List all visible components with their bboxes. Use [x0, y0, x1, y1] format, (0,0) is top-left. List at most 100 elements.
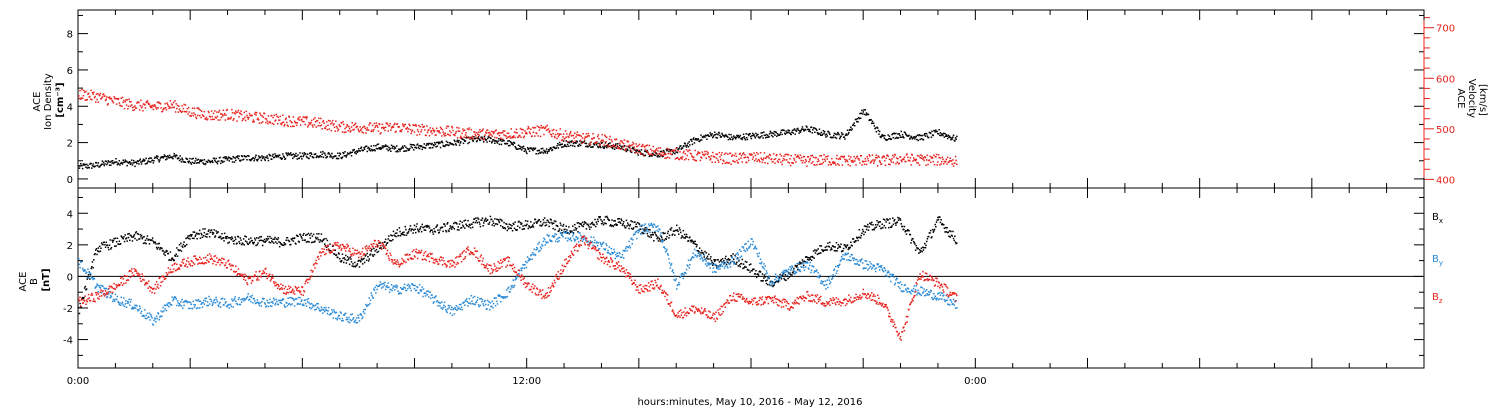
data-point: [139, 307, 141, 310]
data-point: [340, 261, 342, 263]
data-point: [214, 116, 217, 118]
data-point: [731, 155, 733, 157]
data-point: [187, 113, 189, 115]
data-point: [949, 157, 951, 159]
data-point: [132, 109, 134, 112]
data-point: [388, 291, 391, 293]
data-point: [943, 224, 945, 226]
data-point: [759, 161, 761, 163]
data-point: [517, 144, 520, 146]
data-point: [320, 151, 322, 153]
data-point: [466, 225, 469, 227]
data-point: [699, 258, 702, 260]
data-point: [451, 143, 454, 145]
data-point: [98, 250, 100, 253]
data-point: [128, 98, 130, 100]
data-point: [180, 242, 182, 245]
data-point: [739, 152, 741, 155]
data-point: [403, 150, 405, 152]
data-point: [558, 134, 560, 136]
data-point: [583, 140, 586, 142]
data-point: [140, 310, 143, 313]
data-point: [541, 223, 544, 225]
data-point: [127, 300, 129, 303]
data-point: [625, 148, 627, 150]
data-point: [781, 133, 783, 136]
data-point: [659, 150, 662, 153]
data-point: [303, 121, 305, 123]
data-point: [676, 229, 679, 231]
data-point: [762, 280, 764, 282]
data-point: [212, 112, 215, 115]
data-point: [606, 146, 608, 149]
data-point: [687, 158, 690, 161]
data-point: [702, 259, 705, 261]
data-point: [360, 147, 362, 149]
data-point: [195, 117, 198, 120]
data-point: [426, 224, 429, 227]
data-point: [298, 303, 300, 305]
data-point: [599, 145, 601, 147]
data-point: [634, 151, 637, 154]
data-point: [659, 240, 662, 242]
data-point: [123, 240, 126, 243]
data-point: [139, 233, 141, 236]
data-point: [694, 139, 696, 141]
data-point: [624, 250, 626, 252]
data-point: [167, 252, 170, 255]
data-point: [560, 224, 562, 226]
data-point: [685, 268, 688, 271]
data-point: [801, 259, 804, 261]
data-point: [924, 156, 926, 158]
data-point: [445, 308, 447, 311]
data-point: [347, 258, 350, 261]
data-point: [743, 157, 745, 159]
data-point: [176, 154, 178, 157]
data-point: [893, 133, 896, 135]
data-point: [125, 300, 127, 302]
data-point: [258, 239, 261, 242]
data-point: [848, 247, 851, 250]
data-point: [753, 160, 756, 162]
data-point: [380, 147, 383, 149]
data-point: [929, 161, 932, 163]
data-point: [632, 143, 635, 145]
data-point: [109, 161, 111, 163]
data-point: [373, 149, 376, 151]
data-point: [946, 137, 949, 140]
data-point: [933, 230, 935, 232]
data-point: [351, 122, 353, 124]
data-point: [148, 103, 151, 105]
data-point: [700, 249, 703, 252]
data-point: [320, 306, 323, 309]
data-point: [182, 246, 184, 248]
data-point: [384, 241, 386, 243]
data-point: [87, 93, 89, 95]
data-point: [458, 144, 461, 146]
data-point: [618, 218, 620, 220]
data-point: [108, 96, 111, 98]
data-point: [490, 137, 492, 140]
data-point: [595, 143, 598, 146]
data-point: [761, 135, 763, 137]
data-point: [114, 245, 116, 247]
data-point: [510, 142, 512, 144]
data-point: [458, 223, 461, 225]
data-point: [872, 224, 874, 226]
data-point: [181, 157, 183, 159]
data-point: [157, 243, 159, 245]
data-point: [888, 226, 890, 229]
data-point: [146, 317, 148, 320]
data-point: [721, 132, 723, 135]
data-point: [609, 142, 611, 144]
data-point: [331, 152, 333, 155]
data-point: [856, 155, 859, 158]
data-point: [624, 149, 626, 152]
data-point: [884, 219, 886, 221]
data-point: [188, 111, 191, 113]
data-point: [717, 159, 719, 161]
data-point: [168, 305, 170, 308]
data-point: [910, 135, 912, 138]
data-point: [527, 260, 529, 262]
data-point: [522, 136, 525, 139]
